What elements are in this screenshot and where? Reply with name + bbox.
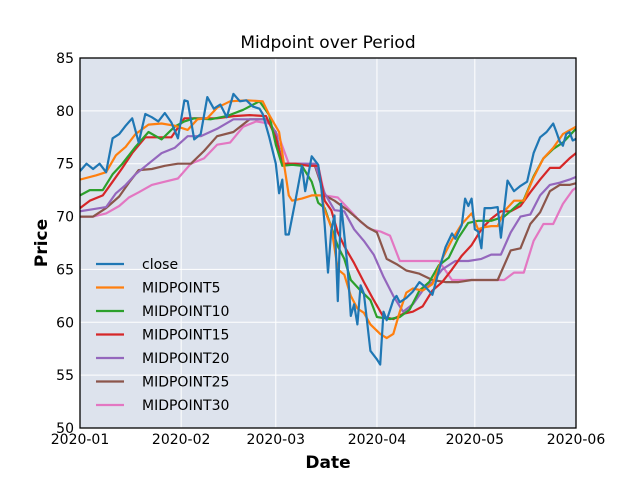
y-tick-label: 55	[56, 368, 74, 384]
y-axis-label: Price	[32, 219, 52, 267]
legend-label: MIDPOINT15	[142, 328, 229, 344]
y-tick-label: 70	[56, 210, 74, 226]
plot-frame	[79, 57, 577, 429]
legend-label: MIDPOINT25	[142, 375, 229, 391]
plot-area	[80, 58, 576, 428]
x-tick-label: 2020-01	[51, 432, 110, 448]
x-axis-label: Date	[305, 453, 350, 473]
legend-entry-midpoint10: MIDPOINT10	[96, 304, 229, 320]
y-tick-label: 60	[56, 315, 74, 331]
legend-label: MIDPOINT10	[142, 304, 229, 320]
series-line-midpoint5	[80, 99, 576, 340]
y-tick-label: 80	[56, 104, 74, 120]
legend-entry-midpoint30: MIDPOINT30	[96, 398, 229, 414]
legend-entry-midpoint20: MIDPOINT20	[96, 351, 229, 367]
x-tick-label: 2020-03	[247, 432, 306, 448]
legend-label: MIDPOINT30	[142, 398, 229, 414]
y-tick-label: 65	[56, 262, 74, 278]
legend-label: close	[142, 257, 178, 273]
y-tick-label: 75	[56, 157, 74, 173]
legend-entry-midpoint5: MIDPOINT5	[96, 281, 221, 297]
legend-entry-midpoint15: MIDPOINT15	[96, 328, 229, 344]
legend-label: MIDPOINT5	[142, 281, 221, 297]
legend: close MIDPOINT5 MIDPOINT10 MIDPOINT15 MIDPOI…	[96, 257, 229, 414]
x-tick-label: 2020-06	[547, 432, 606, 448]
legend-entry-close: close	[96, 257, 178, 273]
x-tick-label: 2020-05	[446, 432, 505, 448]
series-line-midpoint20	[80, 118, 576, 313]
legend-label: MIDPOINT20	[142, 351, 229, 367]
y-tick-label: 50	[56, 421, 74, 437]
series-lines	[80, 92, 576, 366]
series-line-close	[80, 92, 576, 366]
x-axis-ticks: 2020-01 2020-02 2020-03 2020-04 2020-05 2020-…	[51, 432, 606, 448]
legend-entry-midpoint25: MIDPOINT25	[96, 375, 229, 391]
y-axis-ticks: 50 55 60 65 70 75 80 85	[56, 51, 74, 437]
chart-title: Midpoint over Period	[240, 33, 415, 53]
y-tick-label: 85	[56, 51, 74, 67]
series-line-midpoint25	[80, 118, 576, 284]
x-tick-label: 2020-02	[152, 432, 211, 448]
x-tick-label: 2020-04	[348, 432, 407, 448]
